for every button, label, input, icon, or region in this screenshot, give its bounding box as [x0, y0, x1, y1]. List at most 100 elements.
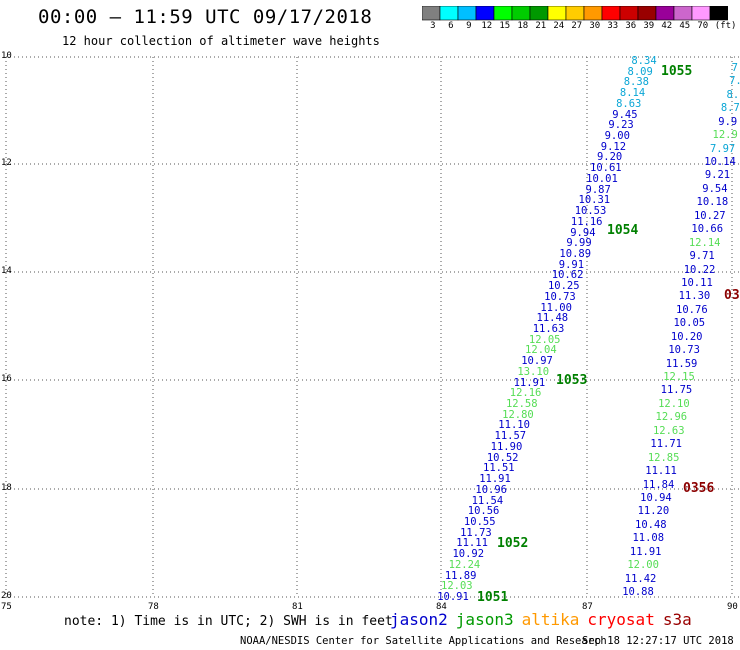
legend-satellite-altika: altika — [521, 610, 580, 629]
wave-height-value: 10.05 — [673, 317, 706, 330]
color-scale-label: 27 — [571, 21, 583, 31]
wave-height-value: 10.18 — [696, 196, 729, 209]
pass-number-label: 0356 — [683, 481, 715, 496]
legend-satellite-s3a: s3a — [662, 610, 692, 629]
pass-number-label: 1054 — [607, 223, 639, 238]
color-scale-label: 45 — [679, 21, 691, 31]
color-scale-label: 6 — [448, 21, 454, 31]
color-scale-label: (ft) — [714, 21, 737, 31]
longitude-label: 75 — [1, 602, 12, 612]
wave-height-value: 11.11 — [456, 537, 488, 550]
wave-height-value: 12.15 — [663, 371, 695, 384]
wave-height-value: 12.05 — [528, 333, 561, 346]
wave-height-value: 11.16 — [570, 215, 603, 228]
wave-height-value: 11.90 — [490, 440, 523, 453]
wave-height-value: 12.96 — [655, 411, 688, 424]
color-scale-label: 39 — [643, 21, 655, 31]
wave-height-value: 10.73 — [668, 344, 700, 357]
wave-height-value: 9.00 — [604, 130, 630, 143]
wave-height-value: 9.20 — [596, 151, 623, 164]
wave-height-value: 11.91 — [629, 545, 662, 558]
wave-height-value: 10.53 — [574, 205, 607, 218]
wave-height-value: 9.54 — [702, 182, 728, 195]
wave-height-value: 11.30 — [678, 290, 711, 303]
wave-height-value: 7. — [729, 75, 740, 88]
wave-height-value: 8.63 — [616, 97, 642, 110]
latitude-label: 14 — [1, 266, 12, 276]
chart-subtitle: 12 hour collection of altimeter wave hei… — [62, 34, 380, 48]
color-scale-label: 18 — [517, 21, 529, 31]
wave-height-value: 11.54 — [471, 494, 504, 507]
wave-height-value: 10.73 — [544, 290, 576, 303]
wave-height-value: 9.21 — [704, 169, 731, 182]
wave-height-value: 10.96 — [475, 483, 507, 496]
wave-height-value: 11.48 — [536, 312, 569, 325]
wave-height-value: 10.25 — [547, 280, 580, 293]
pass-number-label: 03 — [724, 288, 740, 303]
wave-height-value: 11.84 — [642, 478, 675, 491]
color-scale-label: 33 — [607, 21, 619, 31]
color-scale-label: 36 — [625, 21, 637, 31]
wave-height-value: 11.57 — [494, 430, 527, 443]
longitude-label: 87 — [582, 602, 593, 612]
wave-height-value: 11.10 — [498, 419, 530, 432]
legend-satellite-jason2: jason2 — [390, 610, 448, 629]
wave-height-value: 11.08 — [632, 532, 665, 545]
wave-height-value: 12.9 — [712, 129, 738, 142]
wave-height-value: 11.59 — [665, 357, 698, 370]
wave-height-value: 10.14 — [704, 156, 736, 169]
wave-height-value: 10.55 — [463, 515, 496, 528]
wave-height-value: 11.11 — [645, 465, 677, 478]
wave-height-value: 10.97 — [521, 355, 553, 368]
wave-height-value: 8.14 — [619, 87, 646, 100]
color-scale-label: 30 — [589, 21, 601, 31]
wave-height-value: 10.11 — [681, 276, 713, 289]
latitude-label: 20 — [1, 591, 12, 601]
wave-height-value: 8.38 — [623, 76, 650, 89]
wave-height-value: 12.14 — [688, 236, 721, 249]
wave-height-value: 9.71 — [689, 250, 715, 263]
longitude-label: 81 — [292, 602, 303, 612]
wave-height-value: 8.7 — [720, 102, 740, 115]
color-scale-label: 15 — [499, 21, 511, 31]
chart-title: 00:00 – 11:59 UTC 09/17/2018 — [38, 6, 373, 28]
wave-height-value: 10.52 — [486, 451, 519, 464]
wave-height-value: 11.71 — [650, 438, 683, 451]
wave-height-value: 10.56 — [467, 505, 500, 518]
wave-height-value: 11.42 — [624, 572, 657, 585]
wave-height-value: 7. — [731, 62, 740, 74]
color-scale-label: 21 — [535, 21, 547, 31]
wave-height-value: 10.20 — [670, 330, 703, 343]
wave-height-value: 9.45 — [612, 108, 638, 121]
wave-height-value: 12.24 — [448, 558, 481, 571]
wave-height-value: 12.58 — [505, 398, 538, 411]
wave-height-value: 8. — [726, 88, 740, 101]
latitude-label: 16 — [1, 374, 12, 384]
wave-height-value: 11.91 — [479, 473, 511, 486]
wave-height-value: 9.87 — [585, 183, 611, 196]
wave-height-value: 11.20 — [637, 505, 670, 518]
color-swatch — [709, 6, 728, 21]
pass-number-label: 1051 — [477, 590, 509, 605]
latitude-label: 18 — [1, 483, 12, 493]
wave-height-value: 8.09 — [627, 65, 653, 78]
wave-height-value: 7.97 — [709, 142, 736, 155]
footer-note: note: 1) Time is in UTC; 2) SWH is in fe… — [64, 614, 393, 629]
wave-height-value: 10.88 — [622, 586, 654, 598]
latitude-label: 10 — [1, 51, 12, 61]
longitude-label: 78 — [148, 602, 159, 612]
wave-height-value: 10.94 — [640, 491, 672, 504]
wave-height-value: 10.61 — [589, 162, 622, 175]
wave-height-value: 13.10 — [517, 365, 550, 378]
pass-number-label: 1053 — [556, 373, 588, 388]
legend-satellite-cryosat: cryosat — [587, 610, 655, 629]
wave-height-value: 9.91 — [558, 258, 585, 271]
wave-height-value: 11.75 — [660, 384, 693, 397]
wave-height-value: 9.9 — [718, 115, 738, 128]
wave-height-value: 11.00 — [540, 301, 572, 314]
wave-height-value: 10.89 — [559, 247, 592, 260]
wave-height-value: 9.23 — [608, 119, 634, 132]
color-scale-bar — [422, 6, 728, 21]
wave-height-value: 12.80 — [502, 408, 534, 421]
longitude-label: 90 — [727, 602, 738, 612]
